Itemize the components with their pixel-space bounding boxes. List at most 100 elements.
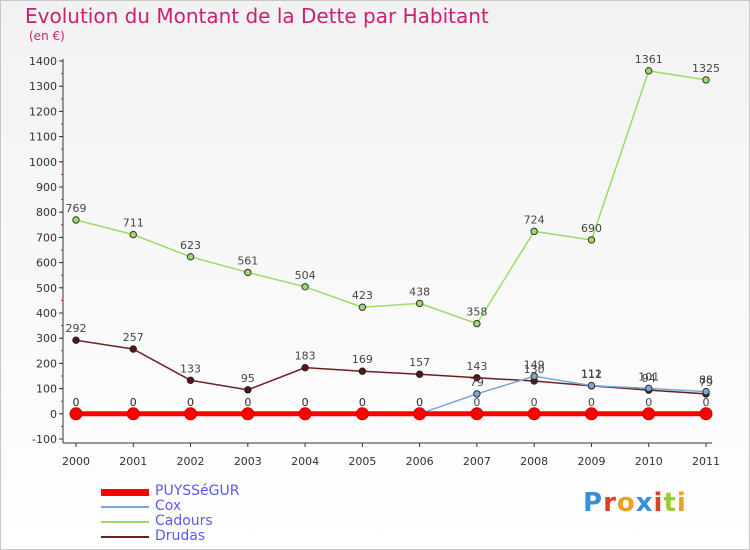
y-tick-label: 1000 xyxy=(29,156,57,169)
x-tick-label: 2001 xyxy=(119,455,147,468)
data-label: 711 xyxy=(123,217,144,230)
data-point xyxy=(186,253,195,261)
logo-letter: r xyxy=(603,488,617,518)
data-point xyxy=(358,303,367,311)
unit-label: (en €) xyxy=(29,29,65,43)
y-tick-label: 100 xyxy=(36,383,57,396)
data-point xyxy=(69,407,83,421)
data-point xyxy=(473,374,481,382)
x-tick-label: 2003 xyxy=(234,455,262,468)
logo-letter: x xyxy=(635,488,654,518)
data-point xyxy=(358,367,367,375)
data-label: 438 xyxy=(409,285,430,298)
y-tick-label: 700 xyxy=(36,231,57,244)
data-point xyxy=(645,384,653,393)
data-point xyxy=(413,407,427,421)
data-label: 0 xyxy=(244,396,251,409)
data-point xyxy=(186,376,195,384)
data-label: 94 xyxy=(642,372,656,385)
data-label: 112 xyxy=(581,368,602,381)
x-tick-label: 2000 xyxy=(62,455,90,468)
data-label: 0 xyxy=(187,396,194,409)
data-point xyxy=(72,336,80,344)
data-point xyxy=(415,299,424,308)
legend-swatch-puyssegur xyxy=(101,489,149,496)
legend-label-cox: Cox xyxy=(155,498,182,514)
data-label: 0 xyxy=(473,396,480,409)
data-point xyxy=(527,407,541,421)
data-label: 79 xyxy=(699,376,713,389)
data-label: 1325 xyxy=(692,62,720,75)
x-tick-label: 2011 xyxy=(692,455,720,468)
legend-label-cadours: Cadours xyxy=(155,513,213,529)
legend-label-drudas: Drudas xyxy=(155,528,206,544)
y-tick-label: 600 xyxy=(36,257,57,270)
data-label: 724 xyxy=(524,213,545,226)
chart-title: Evolution du Montant de la Dette par Hab… xyxy=(25,4,489,28)
data-point xyxy=(642,407,656,421)
legend-swatch-drudas xyxy=(101,536,149,538)
data-label: 0 xyxy=(359,396,366,409)
data-point xyxy=(473,319,481,328)
data-point xyxy=(184,407,198,421)
data-point xyxy=(241,407,255,421)
legend-item-drudas: Drudas xyxy=(101,528,301,544)
data-label: 623 xyxy=(180,239,201,252)
legend-item-puyssegur: PUYSSéGUR xyxy=(101,483,301,499)
logo-letter: i xyxy=(653,488,664,518)
x-tick-label: 2009 xyxy=(577,455,605,468)
data-label: 358 xyxy=(466,306,487,319)
data-label: 423 xyxy=(352,289,373,302)
data-label: 0 xyxy=(416,396,423,409)
data-label: 149 xyxy=(524,358,545,371)
y-tick-label: 200 xyxy=(36,357,57,370)
data-point xyxy=(244,386,252,394)
data-label: 95 xyxy=(241,372,255,385)
y-tick-label: 1200 xyxy=(29,105,57,118)
data-label: 0 xyxy=(531,396,538,409)
y-tick-label: 1300 xyxy=(29,80,57,93)
x-tick-label: 2005 xyxy=(348,455,376,468)
data-label: 0 xyxy=(73,396,80,409)
data-point xyxy=(473,390,481,398)
data-label: 0 xyxy=(645,396,652,409)
data-point xyxy=(415,370,424,378)
data-label: 1361 xyxy=(635,53,663,66)
data-label: 0 xyxy=(244,396,251,409)
y-tick-label: 1400 xyxy=(29,55,57,68)
data-label: 0 xyxy=(588,396,595,409)
data-label: 169 xyxy=(352,353,373,366)
data-label: 130 xyxy=(524,363,545,376)
data-label: 88 xyxy=(699,374,713,387)
logo-letter: P xyxy=(583,488,604,518)
proxiti-logo: Proxiti xyxy=(583,488,687,518)
legend-item-cadours: Cadours xyxy=(101,513,301,529)
data-point xyxy=(301,283,309,291)
y-tick-label: 0 xyxy=(50,408,57,421)
data-label: 0 xyxy=(359,396,366,409)
y-tick-label: 500 xyxy=(36,282,57,295)
data-point xyxy=(584,407,598,421)
data-label: 101 xyxy=(638,370,659,383)
data-point xyxy=(301,363,309,372)
data-point xyxy=(587,381,596,390)
data-point xyxy=(129,230,137,239)
data-label: 143 xyxy=(466,360,487,373)
series-line-cox xyxy=(76,375,707,415)
x-tick-label: 2007 xyxy=(463,455,491,468)
data-label: 133 xyxy=(180,362,201,375)
x-tick-label: 2004 xyxy=(291,455,319,468)
series-line-cadours xyxy=(75,69,707,325)
legend-swatch-cadours xyxy=(101,521,149,523)
data-point xyxy=(699,407,713,421)
data-label: 0 xyxy=(130,396,137,409)
x-tick-label: 2006 xyxy=(406,455,434,468)
data-label: 0 xyxy=(302,396,309,409)
data-label: 769 xyxy=(66,202,87,215)
data-label: 0 xyxy=(130,396,137,409)
data-label: 79 xyxy=(470,376,484,389)
data-label: 561 xyxy=(237,254,258,267)
data-label: 0 xyxy=(73,396,80,409)
